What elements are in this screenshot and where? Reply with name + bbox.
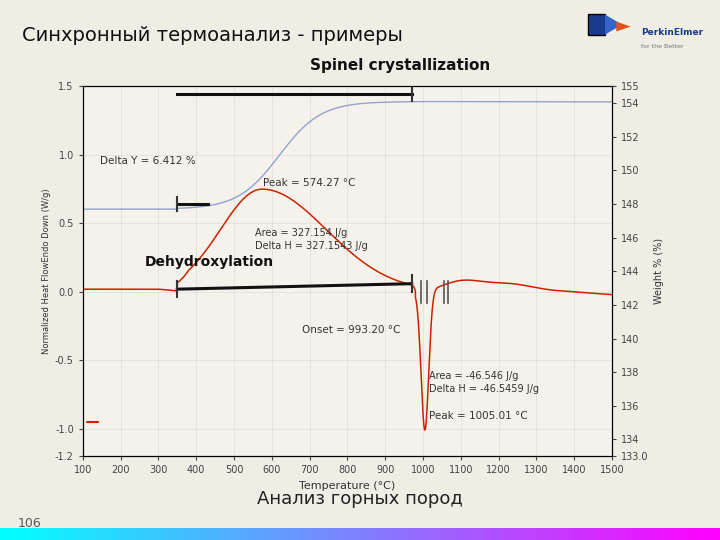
Y-axis label: Weight % (%): Weight % (%) [654, 238, 664, 305]
Text: for the Better: for the Better [641, 44, 683, 49]
Y-axis label: Normalized Heat FlowEndo Down (W/g): Normalized Heat FlowEndo Down (W/g) [42, 188, 50, 354]
Text: PerkinElmer: PerkinElmer [641, 28, 703, 37]
Text: Spinel crystallization: Spinel crystallization [310, 58, 490, 73]
Text: 106: 106 [18, 517, 42, 530]
Text: Area = -46.546 J/g
Delta H = -46.5459 J/g: Area = -46.546 J/g Delta H = -46.5459 J/… [428, 370, 539, 394]
Text: Delta Y = 6.412 %: Delta Y = 6.412 % [100, 157, 195, 166]
Text: Синхронный термоанализ - примеры: Синхронный термоанализ - примеры [22, 25, 402, 45]
Text: Peak = 1005.01 °C: Peak = 1005.01 °C [428, 411, 527, 421]
Text: Area = 327.154 J/g
Delta H = 327.1543 J/g: Area = 327.154 J/g Delta H = 327.1543 J/… [255, 228, 367, 252]
Text: Анализ горных пород: Анализ горных пород [257, 490, 463, 509]
Polygon shape [605, 15, 622, 35]
Text: Peak = 574.27 °C: Peak = 574.27 °C [264, 178, 356, 188]
Text: Dehydroxylation: Dehydroxylation [145, 255, 274, 269]
Text: Onset = 993.20 °C: Onset = 993.20 °C [302, 325, 400, 335]
Polygon shape [616, 22, 631, 31]
FancyBboxPatch shape [588, 15, 605, 35]
X-axis label: Temperature (°C): Temperature (°C) [300, 481, 395, 491]
